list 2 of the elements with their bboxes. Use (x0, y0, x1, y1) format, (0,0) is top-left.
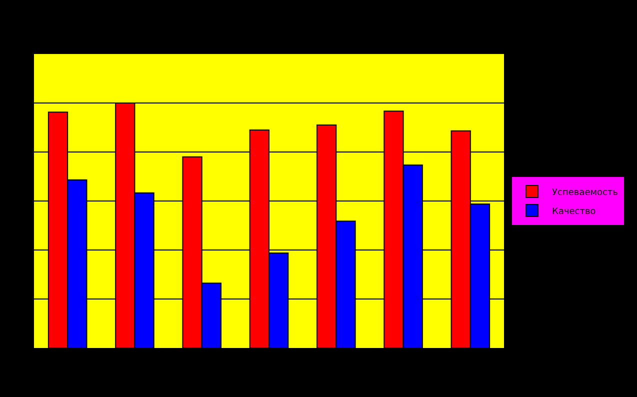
legend-label: Успеваемость (552, 188, 618, 198)
legend-label: Качество (552, 207, 596, 218)
